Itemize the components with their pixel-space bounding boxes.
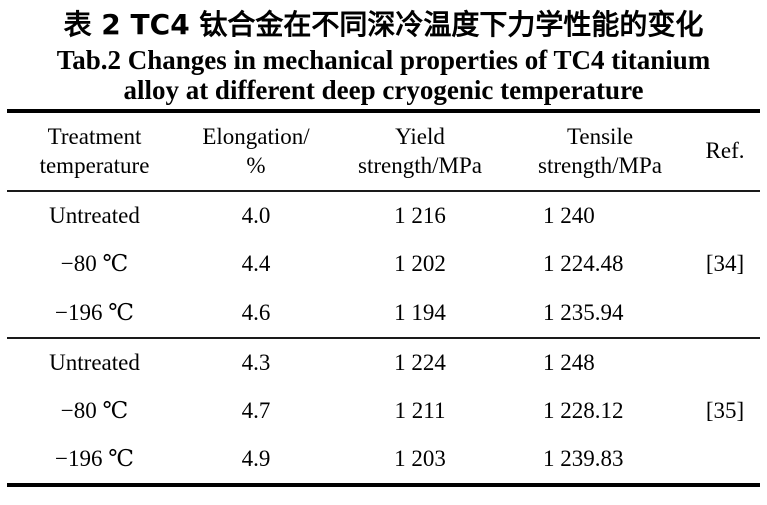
cell-yield-strength: 1 224 <box>394 349 446 375</box>
cell-tensile-strength: 1 235.94 <box>543 299 624 325</box>
cell-yield-strength: 1 216 <box>394 202 446 228</box>
table-row: Untreated 4.0 1 216 1 240 <box>7 191 760 240</box>
cell-tensile-strength: 1 224.48 <box>543 251 624 277</box>
cell-elongation: 4.4 <box>241 251 271 277</box>
col-header-tensile-strength: Tensile strength/MPa <box>538 124 662 178</box>
cell-yield-strength: 1 194 <box>394 299 446 325</box>
col-header-ref: Ref. <box>705 138 745 164</box>
table-header-row: Treatment temperature Elongation/ % Yiel… <box>7 111 760 191</box>
table-title-english: Tab.2 Changes in mechanical properties o… <box>0 45 767 105</box>
cell-elongation: 4.9 <box>241 446 271 472</box>
table-row: Untreated 4.3 1 224 1 248 <box>7 338 760 387</box>
cell-ref <box>690 289 760 338</box>
cell-yield-strength: 1 203 <box>394 446 446 472</box>
col-header-elongation: Elongation/ % <box>202 124 310 178</box>
cell-tensile-strength: 1 248 <box>543 349 595 375</box>
cell-treatment: Untreated <box>49 349 140 375</box>
table-row: −80 ℃ 4.4 1 202 1 224.48 [34] <box>7 240 760 289</box>
cell-ref: [34] <box>705 251 745 277</box>
cell-elongation: 4.0 <box>241 202 271 228</box>
table-title-english-line2: alloy at different deep cryogenic temper… <box>123 75 644 105</box>
cell-treatment: −80 ℃ <box>60 398 129 424</box>
table-row: −196 ℃ 4.6 1 194 1 235.94 <box>7 289 760 338</box>
table-title-english-line1: Tab.2 Changes in mechanical properties o… <box>56 45 711 75</box>
cell-tensile-strength: 1 228.12 <box>543 398 624 424</box>
cell-yield-strength: 1 211 <box>394 398 446 424</box>
cell-ref <box>690 338 760 387</box>
cell-ref: [35] <box>705 398 745 424</box>
table-row: Treatment temperature Elongation/ % Yiel… <box>7 111 760 191</box>
cell-treatment: −196 ℃ <box>55 446 134 472</box>
cell-elongation: 4.3 <box>241 349 271 375</box>
cell-treatment: Untreated <box>49 202 140 228</box>
cell-treatment: −196 ℃ <box>55 299 134 325</box>
cell-tensile-strength: 1 239.83 <box>543 446 624 472</box>
cell-ref <box>690 436 760 485</box>
cell-treatment: −80 ℃ <box>60 251 129 277</box>
table-row: −196 ℃ 4.9 1 203 1 239.83 <box>7 436 760 485</box>
table-title-chinese: 表 2 TC4 钛合金在不同深冷温度下力学性能的变化 <box>63 8 704 41</box>
cell-elongation: 4.6 <box>241 299 271 325</box>
col-header-yield-strength: Yield strength/MPa <box>358 124 482 178</box>
table-group-ref34: Untreated 4.0 1 216 1 240 −80 ℃ 4.4 1 20… <box>7 191 760 338</box>
col-header-treatment-temperature: Treatment temperature <box>39 124 150 178</box>
cell-yield-strength: 1 202 <box>394 251 446 277</box>
cell-ref <box>690 191 760 240</box>
cell-tensile-strength: 1 240 <box>543 202 595 228</box>
table-group-ref35: Untreated 4.3 1 224 1 248 −80 ℃ 4.7 1 21… <box>7 338 760 485</box>
table-row: −80 ℃ 4.7 1 211 1 228.12 [35] <box>7 387 760 436</box>
mechanical-properties-table: Treatment temperature Elongation/ % Yiel… <box>7 109 760 487</box>
cell-elongation: 4.7 <box>241 398 271 424</box>
